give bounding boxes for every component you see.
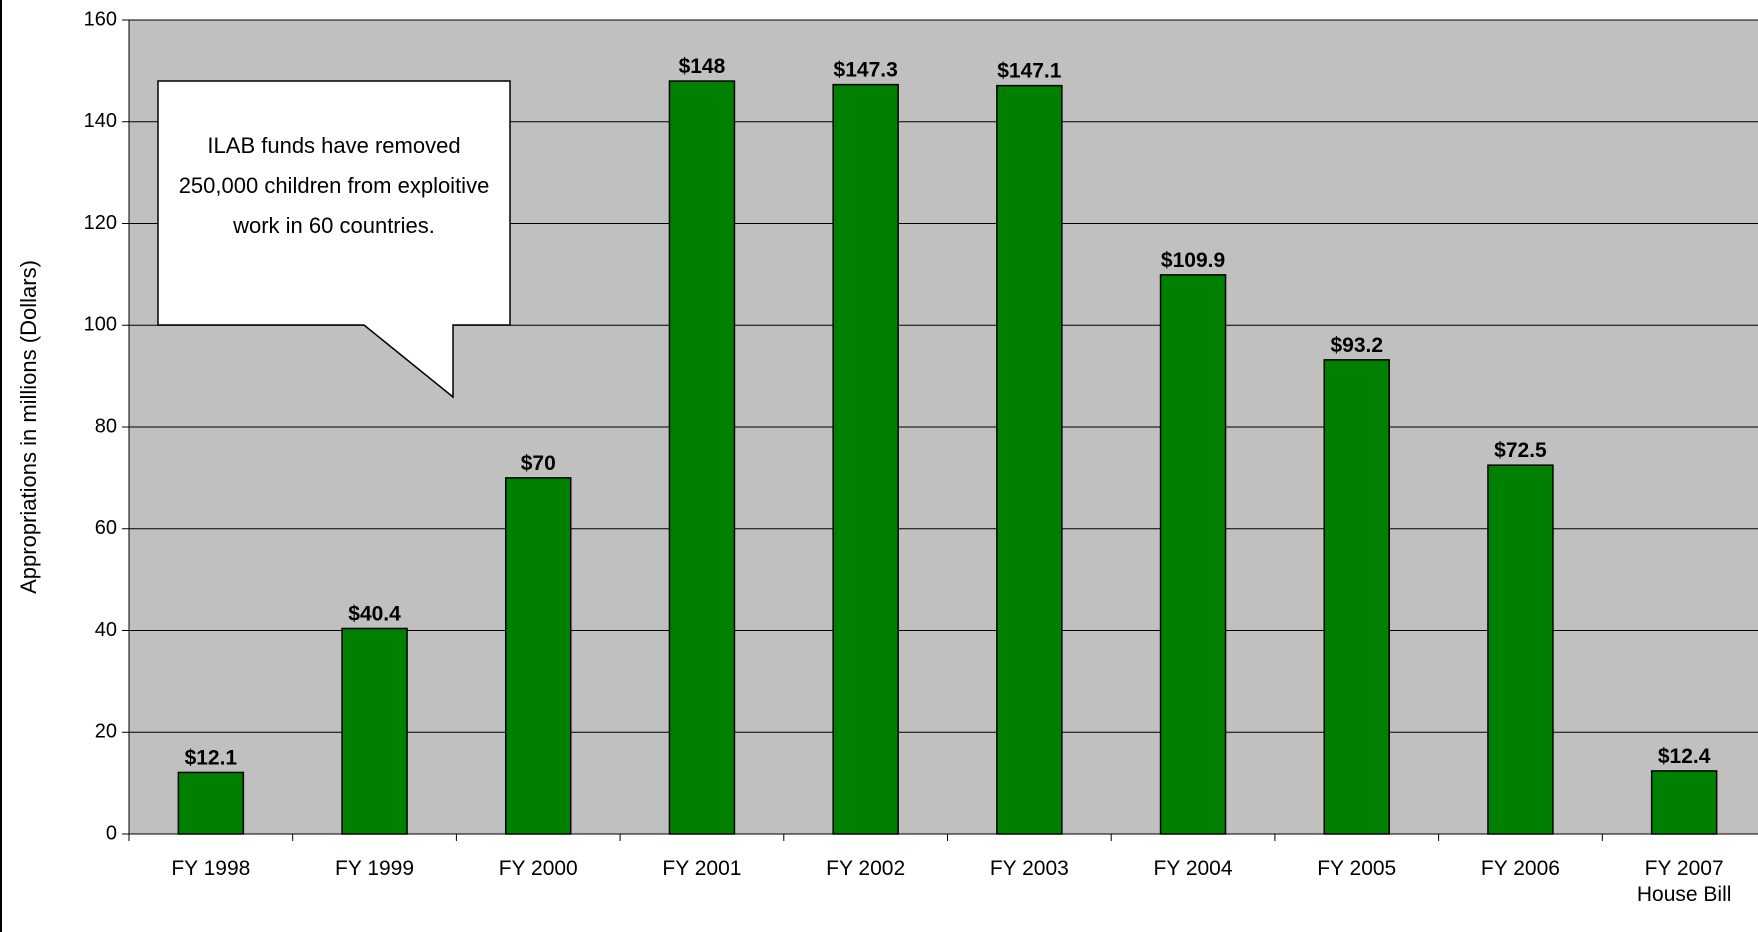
- value-label: $147.3: [834, 59, 898, 82]
- value-label: $93.2: [1330, 334, 1383, 357]
- y-tick-label: 40: [95, 619, 117, 641]
- y-tick-label: 0: [106, 822, 117, 844]
- x-tick-label: FY 1998: [171, 857, 251, 880]
- x-tick-label: FY 2003: [989, 857, 1069, 880]
- bar: [1650, 770, 1718, 835]
- x-tick-label: FY 2002: [826, 857, 906, 880]
- value-label: $109.9: [1161, 249, 1225, 272]
- x-tick-label: FY 2007 House Bill: [1636, 857, 1732, 906]
- value-label: $147.1: [997, 60, 1062, 83]
- value-label: $12.1: [185, 746, 238, 769]
- x-tick-label: FY 2006: [1480, 857, 1560, 880]
- y-tick-label: 140: [84, 110, 117, 132]
- bar: [1159, 274, 1227, 835]
- bar: [668, 80, 736, 835]
- y-tick-label: 100: [84, 314, 117, 336]
- bar: [341, 627, 408, 835]
- y-tick-label: 60: [95, 517, 117, 539]
- annotation-callout: [157, 80, 511, 399]
- annotation-text: ILAB funds have removed 250,000 children…: [178, 133, 490, 238]
- bar: [177, 771, 245, 835]
- y-axis-label: Appropriations in millions (Dollars): [16, 260, 41, 594]
- bar: [996, 84, 1063, 835]
- x-tick-label: FY 2000: [498, 857, 578, 880]
- value-label: $12.4: [1658, 745, 1711, 768]
- bar: [1487, 464, 1554, 835]
- value-label: $70: [521, 452, 556, 475]
- y-tick-label: 80: [95, 415, 117, 437]
- x-tick-label: FY 2001: [662, 857, 742, 880]
- value-label: $72.5: [1494, 439, 1547, 462]
- x-tick-label: FY 1999: [335, 857, 415, 880]
- x-tick-label: FY 2004: [1153, 857, 1233, 880]
- value-label: $148: [679, 55, 726, 78]
- y-tick-label: 120: [84, 212, 117, 234]
- x-tick-label: FY 2005: [1317, 857, 1397, 880]
- bar: [1323, 359, 1390, 835]
- y-tick-label: 20: [95, 721, 117, 743]
- bar: [832, 83, 899, 835]
- value-label: $40.4: [348, 602, 401, 625]
- y-tick-label: 160: [84, 8, 117, 30]
- bar: [505, 477, 572, 835]
